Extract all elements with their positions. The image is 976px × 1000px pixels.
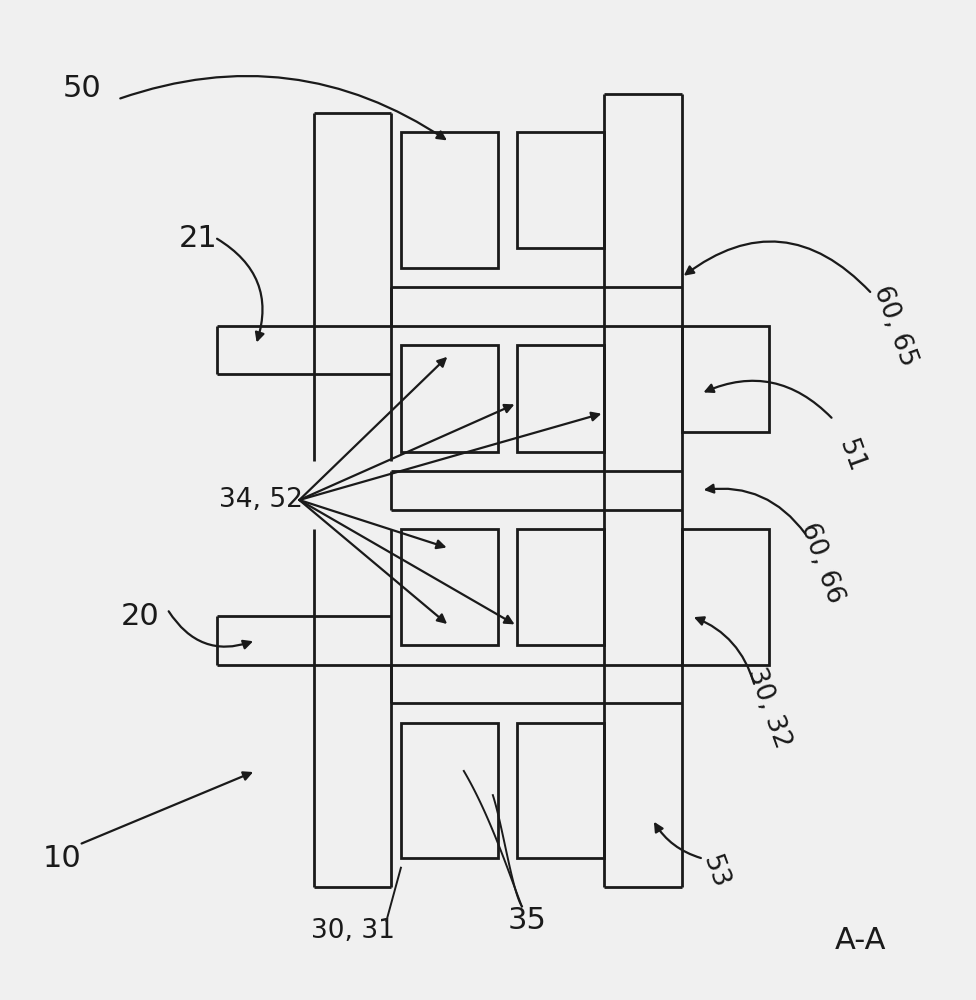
Bar [517, 529, 604, 645]
Text: 35: 35 [508, 906, 547, 935]
Text: 53: 53 [698, 852, 733, 893]
Bar [681, 529, 769, 665]
Text: 10: 10 [43, 844, 82, 873]
Text: 60, 66: 60, 66 [795, 519, 848, 607]
Bar [401, 723, 498, 858]
Text: 21: 21 [179, 224, 217, 253]
Text: 20: 20 [120, 602, 159, 631]
Bar [681, 326, 769, 432]
Text: 51: 51 [833, 436, 869, 477]
Text: 34, 52: 34, 52 [219, 487, 303, 513]
Bar [401, 345, 498, 452]
Text: A-A: A-A [834, 926, 886, 955]
Bar [517, 345, 604, 452]
Text: 50: 50 [62, 74, 101, 103]
Bar [401, 132, 498, 268]
Text: 30, 32: 30, 32 [742, 664, 795, 752]
Bar [401, 529, 498, 645]
Text: 60, 65: 60, 65 [868, 282, 921, 370]
Text: 30, 31: 30, 31 [310, 918, 394, 944]
Bar [517, 132, 604, 248]
Bar [517, 723, 604, 858]
